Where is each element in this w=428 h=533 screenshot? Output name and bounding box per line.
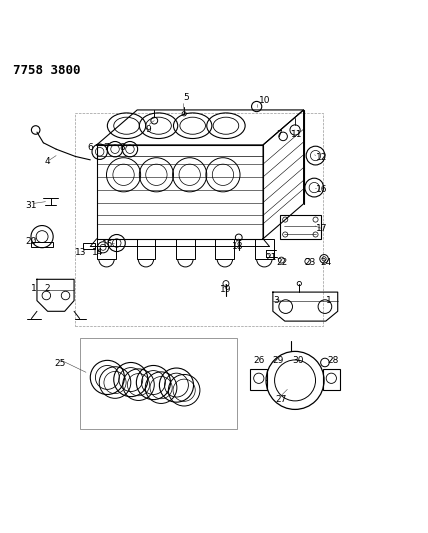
Bar bbox=[323, 369, 340, 390]
Text: 11: 11 bbox=[291, 130, 302, 139]
Text: 2: 2 bbox=[44, 284, 50, 293]
Bar bbox=[280, 215, 321, 239]
Text: 27: 27 bbox=[276, 395, 287, 404]
Text: 22: 22 bbox=[276, 258, 288, 266]
Text: 21: 21 bbox=[265, 254, 276, 262]
Text: 17: 17 bbox=[316, 224, 328, 232]
Bar bbox=[176, 239, 195, 259]
Bar bbox=[137, 239, 155, 259]
Bar bbox=[31, 242, 53, 247]
Text: 10: 10 bbox=[259, 95, 270, 104]
Text: 14: 14 bbox=[92, 248, 104, 257]
Text: 1: 1 bbox=[31, 284, 36, 293]
Text: 7: 7 bbox=[276, 130, 282, 139]
Bar bbox=[250, 369, 268, 390]
Text: 30: 30 bbox=[293, 356, 304, 365]
Bar bbox=[75, 113, 323, 326]
Bar bbox=[83, 243, 95, 249]
Text: 19: 19 bbox=[220, 285, 232, 294]
Text: 5: 5 bbox=[183, 93, 189, 102]
Text: 20: 20 bbox=[26, 237, 37, 246]
Text: 6: 6 bbox=[87, 143, 93, 152]
Text: 8: 8 bbox=[120, 143, 125, 152]
Text: 3: 3 bbox=[273, 296, 279, 305]
Text: 15: 15 bbox=[102, 240, 114, 249]
Text: 9: 9 bbox=[145, 125, 151, 134]
Text: 28: 28 bbox=[328, 356, 339, 365]
Text: 4: 4 bbox=[45, 157, 51, 166]
Bar bbox=[215, 239, 234, 259]
Bar bbox=[97, 145, 263, 239]
Text: 7758 3800: 7758 3800 bbox=[14, 64, 81, 77]
Bar bbox=[80, 338, 238, 430]
Text: 1: 1 bbox=[326, 296, 332, 305]
Text: 7: 7 bbox=[104, 143, 110, 152]
Text: 18: 18 bbox=[232, 241, 243, 251]
Text: 13: 13 bbox=[75, 248, 86, 257]
Text: 26: 26 bbox=[253, 356, 265, 365]
Text: 12: 12 bbox=[316, 153, 328, 162]
Text: 24: 24 bbox=[320, 258, 331, 266]
Text: 16: 16 bbox=[316, 185, 328, 194]
Text: 25: 25 bbox=[54, 359, 65, 368]
Bar bbox=[97, 239, 116, 259]
Text: 23: 23 bbox=[304, 258, 316, 266]
Text: 31: 31 bbox=[26, 201, 37, 210]
Bar bbox=[255, 239, 274, 259]
Text: 29: 29 bbox=[272, 356, 284, 365]
